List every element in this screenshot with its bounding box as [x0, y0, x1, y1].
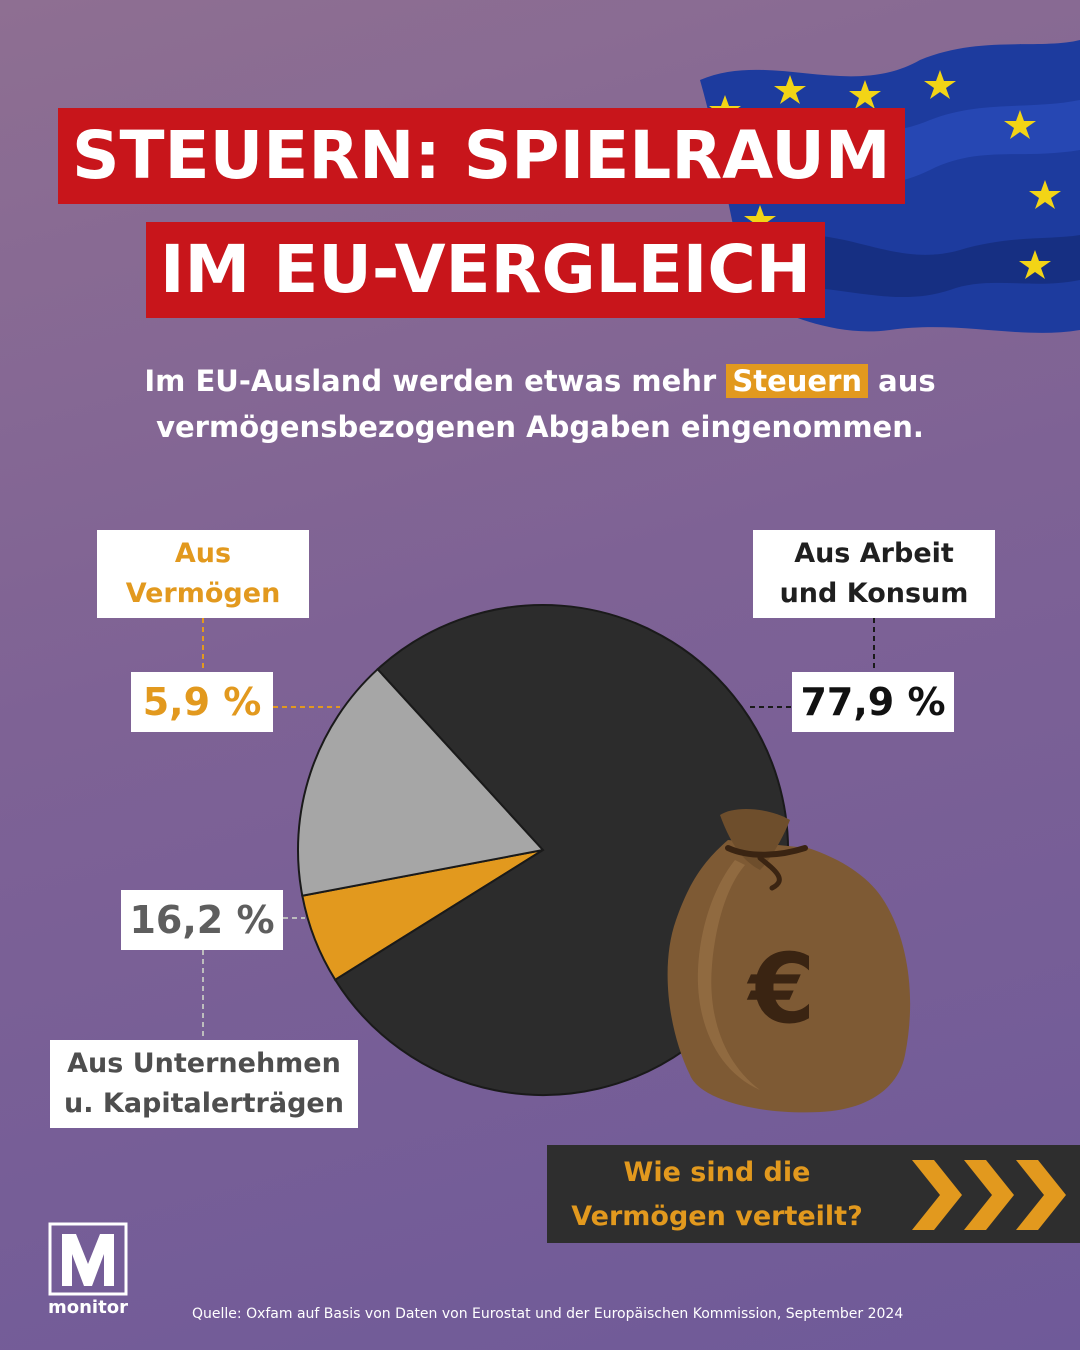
subtitle: Im EU-Ausland werden etwas mehr Steuern …	[40, 358, 1040, 450]
percent-label-vermoegen: 5,9 %	[131, 672, 273, 732]
subtitle-highlight: Steuern	[726, 364, 869, 398]
logo-text: monitor	[48, 1297, 128, 1318]
money-bag-icon: €	[667, 808, 911, 1113]
title-line-2: IM EU-VERGLEICH	[146, 222, 826, 318]
money-bag-euro-symbol: €	[747, 933, 816, 1045]
cta-text: Wie sind die Vermögen verteilt?	[547, 1151, 887, 1239]
label-vermoegen-line-1: Aus	[174, 538, 232, 569]
next-slide-banner[interactable]: Wie sind die Vermögen verteilt?	[547, 1145, 1080, 1243]
label-unternehmen-line-2: u. Kapitalerträgen	[64, 1088, 344, 1119]
subtitle-text-before: Im EU-Ausland werden etwas mehr	[144, 364, 717, 398]
label-arbeit-line-2: und Konsum	[779, 578, 969, 609]
label-unternehmen-line-1: Aus Unternehmen	[67, 1048, 341, 1079]
subtitle-line-2: vermögensbezogenen Abgaben eingenommen.	[156, 410, 924, 444]
label-arbeit-line-1: Aus Arbeit	[794, 538, 954, 569]
label-vermoegen: Aus Vermögen	[97, 530, 309, 618]
title-line-1: STEUERN: SPIELRAUM	[58, 108, 905, 204]
subtitle-text-after: aus	[878, 364, 936, 398]
label-unternehmen: Aus Unternehmen u. Kapitalerträgen	[50, 1040, 358, 1128]
source-note: Quelle: Oxfam auf Basis von Daten von Eu…	[192, 1306, 904, 1322]
monitor-logo-icon	[48, 1222, 128, 1296]
label-arbeit-konsum: Aus Arbeit und Konsum	[753, 530, 995, 618]
cta-line-1: Wie sind die	[623, 1157, 811, 1188]
pie-slice-1	[297, 667, 545, 897]
chevron-right-arrows-icon	[912, 1160, 1066, 1230]
percent-label-unternehmen: 16,2 %	[121, 890, 283, 950]
percent-label-arbeit: 77,9 %	[792, 672, 954, 732]
cta-line-2: Vermögen verteilt?	[571, 1201, 863, 1232]
label-vermoegen-line-2: Vermögen	[125, 578, 281, 609]
